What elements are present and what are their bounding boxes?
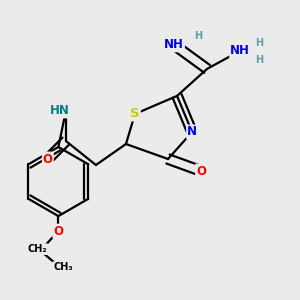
Text: N: N <box>187 125 197 139</box>
Text: H: H <box>256 38 264 48</box>
Text: O: O <box>196 164 206 178</box>
Text: S: S <box>130 107 140 120</box>
Text: O: O <box>53 225 63 238</box>
Text: CH₃: CH₃ <box>53 262 73 272</box>
Text: H: H <box>256 55 264 65</box>
Text: CH₂: CH₂ <box>28 244 47 254</box>
Text: HN: HN <box>50 104 70 117</box>
Text: O: O <box>43 152 53 166</box>
Text: H: H <box>194 31 202 41</box>
Text: NH: NH <box>230 44 250 57</box>
Text: NH: NH <box>164 38 184 51</box>
